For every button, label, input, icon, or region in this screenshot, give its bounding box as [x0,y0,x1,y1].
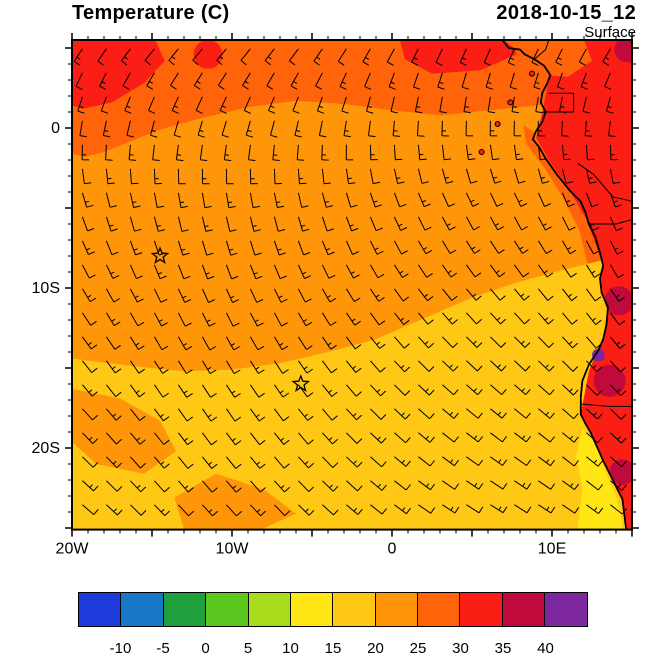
colorbar-swatch [162,592,207,627]
colorbar-label: 25 [409,640,427,657]
colorbar-swatch [247,592,292,627]
country-border [534,40,550,60]
country-border [580,403,632,407]
region-african-land [502,40,632,530]
colorbar-swatch [332,592,377,627]
colorbar-swatch [289,592,334,627]
x-axis-tick-label: 10E [538,541,566,558]
spot-very-hot-land-spot [592,348,605,362]
colorbar-label: 35 [494,640,512,657]
spot-hot-land-spot-2 [593,364,626,397]
level-label: Surface [584,24,636,41]
country-border [588,219,632,225]
spot-red-blob-top-center [193,40,223,69]
x-axis-tick-label: 20W [56,541,90,558]
y-axis-tick-label: 0 [51,120,60,137]
island-marker [529,70,535,77]
island-marker [494,121,501,127]
region-south-atlantic-cool-tongue [72,256,632,530]
colorbar-swatch [78,592,122,627]
station-star-marker [291,374,311,392]
colorbar-swatch [501,592,546,627]
island-marker [507,99,514,106]
region-land-north-orange-patch [504,40,592,77]
island-marker [478,149,485,155]
region-red-patch-north-central [400,40,517,74]
region-coastal-warm-strip-gabon [523,124,607,269]
axis-major-ticks [65,33,639,537]
colorbar [78,592,588,627]
region-southwest-orange-streak-1 [72,388,176,474]
wind-barbs [73,48,627,530]
colorbar-label: 30 [452,640,469,657]
coastline [501,40,628,530]
region-red-patch-northwest [72,40,165,109]
region-southwest-orange-streak-2 [174,473,296,530]
plot-frame [71,39,633,531]
colorbar-label: 10 [282,640,299,657]
chart-title: Temperature (C) [72,2,230,24]
map-layers [72,40,632,530]
colorbar-label: -5 [156,640,170,657]
station-star-marker [150,246,170,264]
map-plot: 20W 10W 0 10E 0 10S 20S [32,33,639,558]
spot-hot-land-spot-northeast [614,40,632,63]
colorbar-swatch [417,592,461,627]
x-axis-tick-label: 0 [388,541,397,558]
colorbar-label: -10 [109,640,132,657]
valid-datetime: 2018-10-15_12 [496,2,636,24]
axis-minor-ticks [68,36,636,534]
region-benguela-coastal-cold-strip [576,428,623,530]
region-equatorial-warm-band [72,40,632,157]
colorbar-swatch [374,592,419,627]
x-axis-tick-label: 10W [216,541,250,558]
y-axis-tick-label: 10S [32,280,60,297]
colorbar-swatch [120,592,165,627]
colorbar-label: 20 [367,640,384,657]
colorbar-swatch [544,592,588,627]
colorbar-swatch [205,592,249,627]
colorbar-label: 40 [537,640,554,657]
colorbar-label: 0 [201,640,210,657]
country-border [548,92,575,112]
spot-hot-land-spot-3 [609,459,632,485]
colorbar-label: 5 [243,640,253,657]
y-axis-tick-label: 20S [32,440,60,457]
country-border [577,162,632,202]
colorbar-label: 15 [324,640,342,657]
colorbar-swatch [459,592,504,627]
colorbar-labels: -10 -5 0 5 10 15 20 25 30 35 40 [78,640,588,660]
